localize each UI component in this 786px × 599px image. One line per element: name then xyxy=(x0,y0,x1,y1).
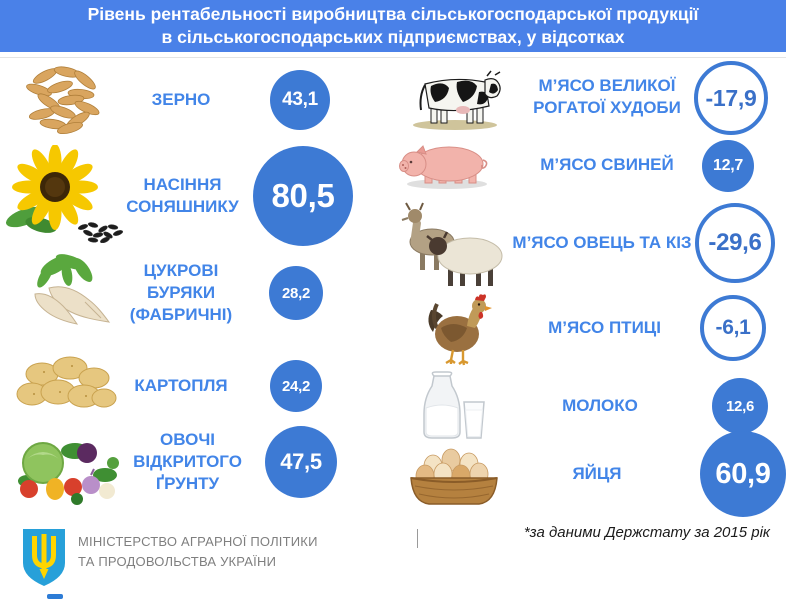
cropped-footer-mark xyxy=(47,594,63,599)
sunflower-icon xyxy=(3,145,131,243)
product-label: МОЛОКО xyxy=(562,395,638,415)
ministry-caption: МІНІСТЕРСТВО АГРАРНОЇ ПОЛІТИКИ ТА ПРОДОВ… xyxy=(78,532,318,572)
footer-divider xyxy=(417,529,418,548)
value-text: 12,7 xyxy=(713,157,743,174)
product-label: М’ЯСО СВИНЕЙ xyxy=(540,154,674,174)
milk-icon xyxy=(416,368,488,442)
title-line-1: Рівень рентабельності виробництва сільсь… xyxy=(87,4,699,24)
value-text: 28,2 xyxy=(282,284,310,302)
product-label: ЦУКРОВІ БУРЯКИ (ФАБРИЧНІ) xyxy=(129,260,233,325)
value-badge: 47,5 xyxy=(265,426,337,498)
value-text: 12,6 xyxy=(726,397,754,415)
value-badge: 12,6 xyxy=(712,378,768,434)
product-label: ОВОЧІ ВІДКРИТОГО ҐРУНТУ xyxy=(133,429,242,494)
potato-icon xyxy=(12,352,118,414)
header-divider xyxy=(0,57,786,58)
value-text: -17,9 xyxy=(705,84,757,111)
eggs-icon xyxy=(403,444,505,508)
value-badge: 80,5 xyxy=(253,146,353,246)
value-badge: -6,1 xyxy=(700,295,766,361)
value-text: 43,1 xyxy=(282,89,318,110)
sheep-goat-icon xyxy=(400,200,508,288)
title-line-2: в сільськогосподарських підприємствах, у… xyxy=(161,27,625,47)
value-text: -29,6 xyxy=(708,229,762,256)
value-text: 80,5 xyxy=(271,177,335,214)
ukraine-coat-of-arms-icon xyxy=(20,527,68,589)
pig-icon xyxy=(397,140,497,190)
vegetables-icon xyxy=(15,423,123,505)
value-text: 47,5 xyxy=(280,449,322,474)
product-label: НАСІННЯ СОНЯШНИКУ xyxy=(126,174,239,216)
value-badge: 12,7 xyxy=(702,140,754,192)
value-badge: 24,2 xyxy=(270,360,322,412)
grain-icon xyxy=(15,62,115,136)
cattle-icon xyxy=(405,62,507,132)
product-label: ЯЙЦЯ xyxy=(572,463,622,483)
value-text: 60,9 xyxy=(715,457,771,490)
sugar-beet-icon xyxy=(15,252,117,332)
value-badge: -17,9 xyxy=(694,61,768,135)
poultry-icon xyxy=(423,292,495,366)
value-badge: 60,9 xyxy=(700,431,786,517)
value-badge: -29,6 xyxy=(695,203,775,283)
product-label: КАРТОПЛЯ xyxy=(134,375,228,395)
value-badge: 43,1 xyxy=(270,70,330,130)
ministry-line-1: МІНІСТЕРСТВО АГРАРНОЇ ПОЛІТИКИ xyxy=(78,534,318,549)
source-note: *за даними Держстату за 2015 рік xyxy=(523,524,770,541)
ministry-line-2: ТА ПРОДОВОЛЬСТВА УКРАЇНИ xyxy=(78,554,277,570)
product-label: ЗЕРНО xyxy=(151,89,211,109)
product-label: М’ЯСО ПТИЦІ xyxy=(548,317,661,337)
value-badge: 28,2 xyxy=(269,266,323,320)
product-label: М’ЯСО ОВЕЦЬ ТА КІЗ xyxy=(512,232,692,252)
product-label: М’ЯСО ВЕЛИКОЇ РОГАТОЇ ХУДОБИ xyxy=(533,75,681,117)
value-text: 24,2 xyxy=(282,377,310,395)
value-text: -6,1 xyxy=(715,316,751,339)
header-banner: Рівень рентабельності виробництва сільсь… xyxy=(0,0,786,52)
